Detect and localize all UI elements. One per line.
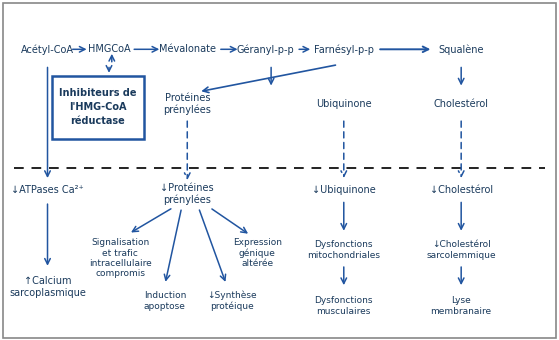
- Text: Lyse
membranaire: Lyse membranaire: [430, 296, 492, 316]
- Text: ↓Synthèse
protéique: ↓Synthèse protéique: [207, 291, 257, 311]
- Text: Farnésyl-p-p: Farnésyl-p-p: [314, 44, 374, 54]
- Text: ↓ATPases Ca²⁺: ↓ATPases Ca²⁺: [11, 185, 84, 195]
- FancyBboxPatch shape: [3, 3, 556, 338]
- Text: Inhibiteurs de
l'HMG-CoA
réductase: Inhibiteurs de l'HMG-CoA réductase: [59, 88, 136, 126]
- Text: ↓Ubiquinone: ↓Ubiquinone: [312, 185, 376, 195]
- Text: Expression
génique
altérée: Expression génique altérée: [233, 238, 282, 269]
- Text: ↑Calcium
sarcoplasmique: ↑Calcium sarcoplasmique: [9, 276, 86, 298]
- Text: Induction
apoptose: Induction apoptose: [144, 291, 186, 311]
- Text: Ubiquinone: Ubiquinone: [316, 99, 372, 109]
- Text: ↓Protéines
prénylées: ↓Protéines prénylées: [160, 183, 214, 205]
- Text: Dysfonctions
mitochondriales: Dysfonctions mitochondriales: [307, 240, 380, 260]
- Text: Mévalonate: Mévalonate: [159, 44, 216, 54]
- Text: Signalisation
et trafic
intracellulaire
compromis: Signalisation et trafic intracellulaire …: [89, 238, 151, 278]
- Text: Protéines
prénylées: Protéines prénylées: [163, 92, 211, 115]
- Text: ↓Cholestérol
sarcolemmique: ↓Cholestérol sarcolemmique: [427, 240, 496, 260]
- Text: HMGCoA: HMGCoA: [88, 44, 130, 54]
- Text: Dysfonctions
musculaires: Dysfonctions musculaires: [315, 296, 373, 316]
- Text: Squalène: Squalène: [438, 44, 484, 54]
- Text: Géranyl-p-p: Géranyl-p-p: [236, 44, 295, 54]
- FancyBboxPatch shape: [51, 75, 144, 139]
- Text: Acétyl-CoA: Acétyl-CoA: [21, 44, 74, 54]
- Text: Cholestérol: Cholestérol: [434, 99, 489, 109]
- Text: ↓Cholestérol: ↓Cholestérol: [430, 185, 492, 195]
